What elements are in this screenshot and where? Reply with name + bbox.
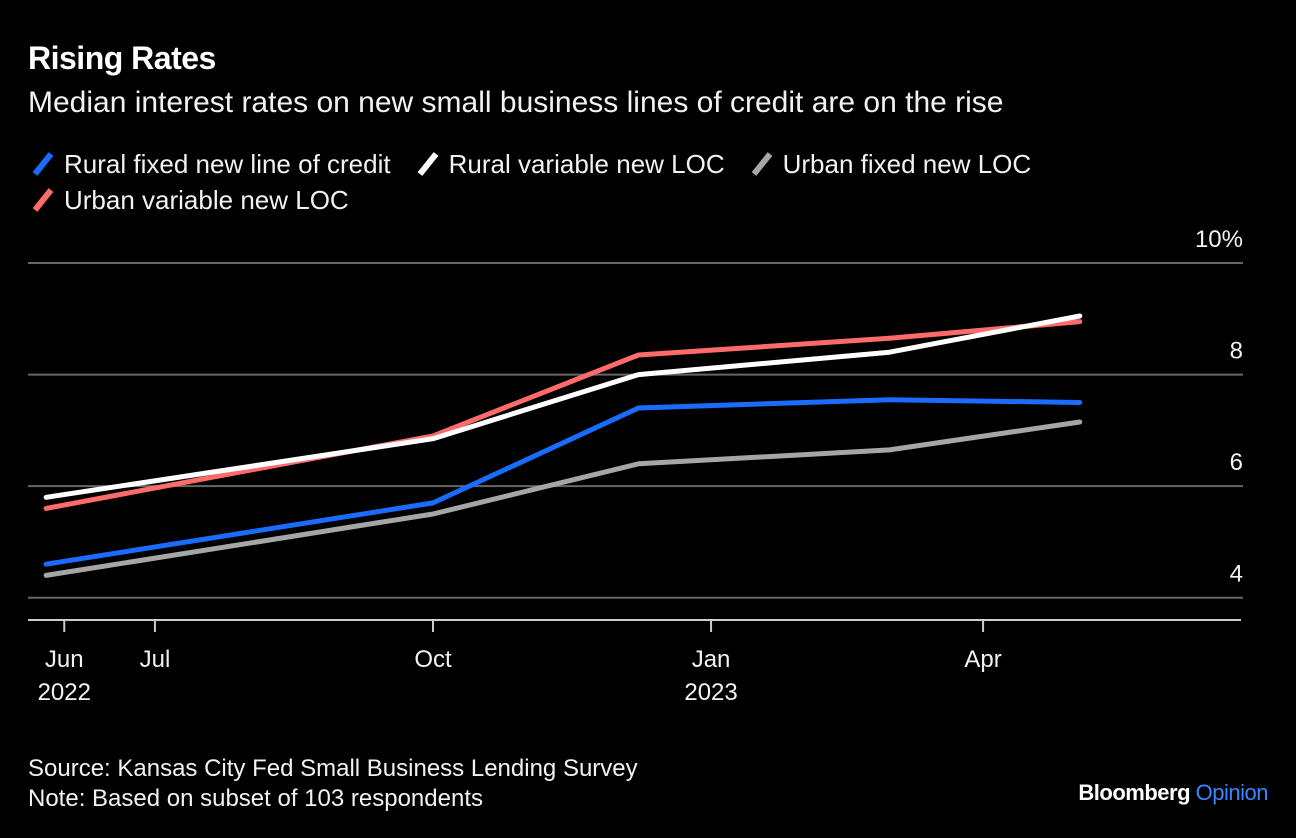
y-axis-ticks: 4 6 8 10% [1195,226,1243,588]
x-tick-label: Jun [45,646,84,673]
y-tick-label: 6 [1230,449,1243,476]
x-tick-label: Apr [964,646,1001,673]
legend-swatch-line [417,152,438,176]
x-tick-sublabel: 2023 [684,679,737,706]
series-line [43,419,1083,578]
y-tick-label: 4 [1230,561,1243,588]
legend-item-urban-variable: Urban variable new LOC [28,185,349,216]
legend-label: Rural fixed new line of credit [64,148,391,179]
legend-item-rural-variable: Rural variable new LOC [413,149,725,180]
legend-row: Rural fixed new line of credit Rural var… [28,146,1268,182]
legend: Rural fixed new line of credit Rural var… [28,146,1268,218]
x-tick-label: Jul [140,646,171,673]
x-tick-label: Jan [692,646,731,673]
legend-row: Urban variable new LOC [28,182,1268,218]
legend-swatch [32,188,54,212]
legend-swatch [417,152,438,176]
brand-logo: Bloomberg Opinion [1078,780,1268,806]
series-line [43,397,1083,567]
legend-item-rural-fixed: Rural fixed new line of credit [28,149,391,180]
note: Note: Based on subset of 103 respondents [28,785,483,812]
footer: Source: Kansas City Fed Small Business L… [28,754,638,814]
brand-suffix: Opinion [1195,780,1269,805]
y-tick-label: 10% [1195,226,1243,253]
legend-swatch [751,152,772,176]
y-tick-label: 8 [1230,338,1243,365]
brand-name: Bloomberg [1078,780,1191,805]
chart-subtitle: Median interest rates on new small busin… [28,86,1004,119]
legend-swatch-line [32,188,54,212]
x-axis: Jun 2022 Jul Oct Jan 2023 Apr [28,619,1241,706]
legend-swatch [32,152,54,176]
legend-label: Urban variable new LOC [64,184,349,215]
legend-label: Urban fixed new LOC [782,148,1032,179]
legend-label: Rural variable new LOC [448,148,725,179]
legend-item-urban-fixed: Urban fixed new LOC [747,148,1032,180]
series-line [43,313,1083,500]
x-tick-label: Oct [414,646,452,673]
x-tick-sublabel: 2022 [38,679,91,706]
legend-swatch-line [32,152,54,176]
source-note: Source: Kansas City Fed Small Business L… [28,755,638,782]
series-lines [43,313,1083,578]
legend-swatch-line [751,152,772,176]
chart-title: Rising Rates [28,40,216,76]
